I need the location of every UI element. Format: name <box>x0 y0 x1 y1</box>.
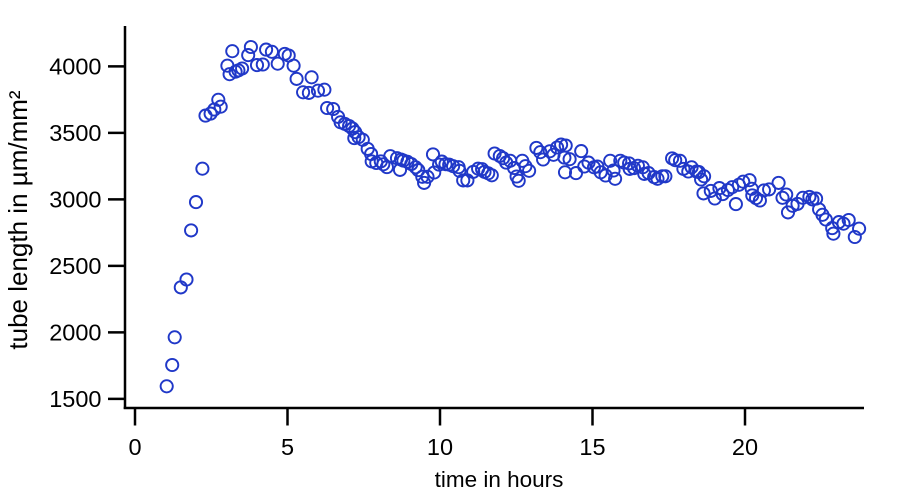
svg-text:1500: 1500 <box>49 386 101 412</box>
svg-text:tube length in µm/mm²: tube length in µm/mm² <box>3 90 33 350</box>
svg-text:2000: 2000 <box>49 320 101 346</box>
svg-text:5: 5 <box>281 434 294 460</box>
svg-text:time in hours: time in hours <box>435 467 564 492</box>
svg-text:3500: 3500 <box>49 120 101 146</box>
svg-text:10: 10 <box>427 434 453 460</box>
svg-text:4000: 4000 <box>49 54 101 80</box>
svg-text:20: 20 <box>732 434 758 460</box>
svg-text:3000: 3000 <box>49 187 101 213</box>
svg-text:15: 15 <box>579 434 605 460</box>
svg-text:2500: 2500 <box>49 253 101 279</box>
svg-text:0: 0 <box>128 434 141 460</box>
